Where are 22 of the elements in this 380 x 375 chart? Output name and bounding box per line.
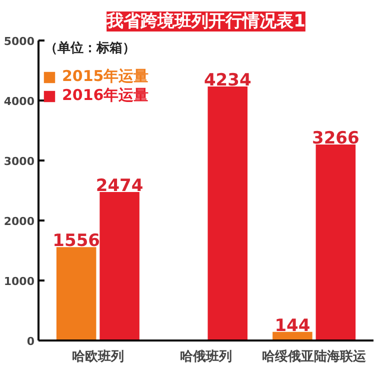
bar [56, 247, 96, 340]
bar [100, 192, 140, 340]
y-tick-label: 1000 [4, 275, 35, 288]
annotation: （单位：标箱） [44, 40, 136, 56]
y-tick-label: 2000 [4, 215, 35, 228]
data-label: 144 [274, 316, 310, 336]
bar [208, 86, 248, 340]
x-tick-label: 哈欧班列 [72, 350, 124, 364]
data-label: 2474 [96, 176, 144, 196]
legend-label: 2016年运量 [62, 86, 149, 105]
y-tick-label: 4000 [4, 95, 35, 108]
data-label: 1556 [52, 231, 100, 252]
bar [316, 144, 356, 340]
data-label: 4234 [204, 70, 252, 90]
x-tick-label: 哈绥俄亚陆海联运 [262, 348, 368, 364]
chart-title: 我省跨境班列开行情况表1 [106, 12, 306, 32]
legend-label: 2015年运量 [62, 67, 149, 86]
y-tick-label: 3000 [4, 155, 35, 168]
y-tick-label: 5000 [4, 35, 35, 48]
y-tick-label: 0 [26, 335, 35, 348]
x-tick-label: 哈俄班列 [180, 350, 232, 364]
data-label: 3266 [312, 128, 360, 149]
